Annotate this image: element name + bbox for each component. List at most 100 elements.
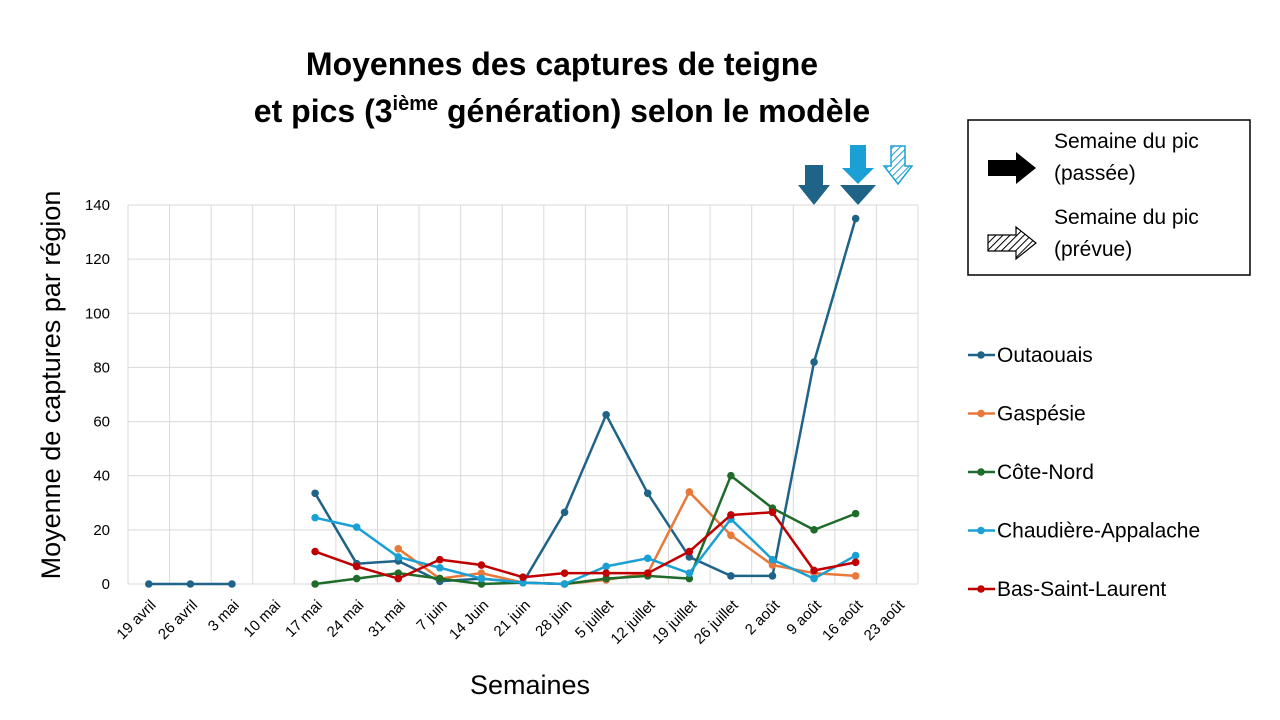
legend-label: Bas-Saint-Laurent [997, 578, 1166, 601]
data-point [768, 508, 777, 517]
legend-label: Chaudière-Appalache [997, 520, 1200, 543]
data-point [477, 574, 486, 583]
data-point [851, 551, 860, 560]
data-point [768, 572, 777, 580]
data-point [727, 572, 735, 580]
series-line [314, 511, 856, 580]
data-point [436, 563, 444, 572]
data-point [394, 569, 403, 577]
x-tick-label: 12 juillet [608, 596, 660, 648]
y-tick-label: 120 [85, 251, 110, 268]
data-point [851, 509, 860, 518]
y-tick-label: 0 [102, 576, 110, 593]
peak-legend-arrow-past [988, 152, 1036, 184]
chart-title: et pics (3ième génération) selon le modè… [254, 93, 870, 129]
data-point [810, 358, 818, 366]
legend-marker [977, 526, 985, 535]
title-part: et pics (3 [254, 93, 393, 129]
data-point [352, 562, 361, 571]
peak-arrow-forecast [882, 145, 914, 186]
data-point [685, 488, 694, 496]
data-point [810, 574, 818, 583]
y-axis-title: Moyenne de captures par région [36, 191, 66, 580]
data-point [560, 580, 569, 588]
legend-label: Gaspésie [997, 403, 1086, 426]
x-tick-label: 19 juillet [649, 596, 701, 648]
legend-label: Outaouais [997, 344, 1093, 367]
x-tick-label: 2 août [742, 596, 784, 638]
y-tick-label: 60 [93, 414, 110, 431]
data-point [727, 471, 735, 480]
data-point [519, 573, 527, 582]
legend-marker [977, 468, 985, 476]
peak-legend-arrow-forecast [987, 225, 1037, 261]
data-point [394, 545, 403, 553]
data-point [436, 555, 444, 564]
data-point [768, 555, 777, 564]
x-tick-label: 28 juin [532, 597, 575, 640]
x-tick-label: 21 juin [491, 597, 534, 640]
data-point [602, 574, 610, 583]
data-point [560, 569, 569, 577]
y-tick-label: 20 [93, 522, 110, 539]
legend-marker [977, 409, 985, 418]
data-point [144, 580, 153, 588]
legend-label: Côte-Nord [997, 461, 1094, 484]
x-tick-label: 31 mai [365, 597, 409, 641]
y-tick-label: 100 [85, 305, 110, 322]
data-point [352, 523, 361, 531]
data-point [643, 569, 652, 577]
y-tick-label: 80 [93, 359, 110, 376]
peak-legend-label: Semaine du pic (passée) [1054, 130, 1199, 185]
data-point [311, 513, 319, 522]
series-line [314, 516, 857, 586]
peak-arrow-past [842, 145, 874, 184]
title-part: génération) selon le modèle [438, 93, 870, 129]
data-point [186, 580, 195, 588]
peak-legend-label: Semaine du pic (prévue) [1054, 206, 1199, 261]
legend-marker [977, 351, 985, 359]
peak-arrow-past [798, 165, 830, 205]
data-point [768, 561, 777, 569]
data-point [727, 531, 735, 540]
data-point [602, 411, 610, 419]
data-point [519, 578, 527, 587]
data-point [685, 569, 694, 577]
data-point [727, 511, 735, 519]
x-tick-label: 26 juillet [691, 596, 743, 648]
data-point [643, 554, 652, 563]
data-point [394, 553, 403, 561]
x-tick-label: 14 Juin [446, 597, 492, 643]
data-point [436, 574, 444, 583]
x-tick-label: 16 août [819, 596, 867, 644]
peak-arrow-past [840, 185, 876, 205]
data-point [685, 553, 694, 561]
data-point [311, 580, 319, 588]
x-tick-label: 17 mai [282, 597, 326, 641]
y-tick-label: 140 [85, 197, 110, 214]
data-point [352, 574, 361, 583]
x-tick-label: 26 avril [155, 597, 201, 643]
x-tick-label: 10 mai [240, 597, 284, 641]
data-point [477, 569, 486, 577]
data-point [394, 574, 403, 583]
data-point [851, 214, 860, 223]
data-point [477, 580, 486, 588]
x-tick-label: 3 mai [205, 597, 243, 635]
data-point [810, 566, 818, 575]
data-point [685, 547, 694, 556]
data-point [228, 580, 236, 588]
legend-marker [977, 585, 985, 593]
y-tick-label: 40 [93, 468, 110, 485]
data-point [602, 562, 610, 571]
x-axis-title: Semaines [470, 670, 590, 700]
x-tick-label: 19 avril [113, 597, 159, 643]
data-point [311, 489, 319, 498]
data-point [643, 489, 652, 498]
x-tick-label: 24 mai [324, 597, 368, 641]
data-point [560, 508, 569, 517]
data-point [851, 572, 860, 580]
data-point [851, 558, 860, 567]
